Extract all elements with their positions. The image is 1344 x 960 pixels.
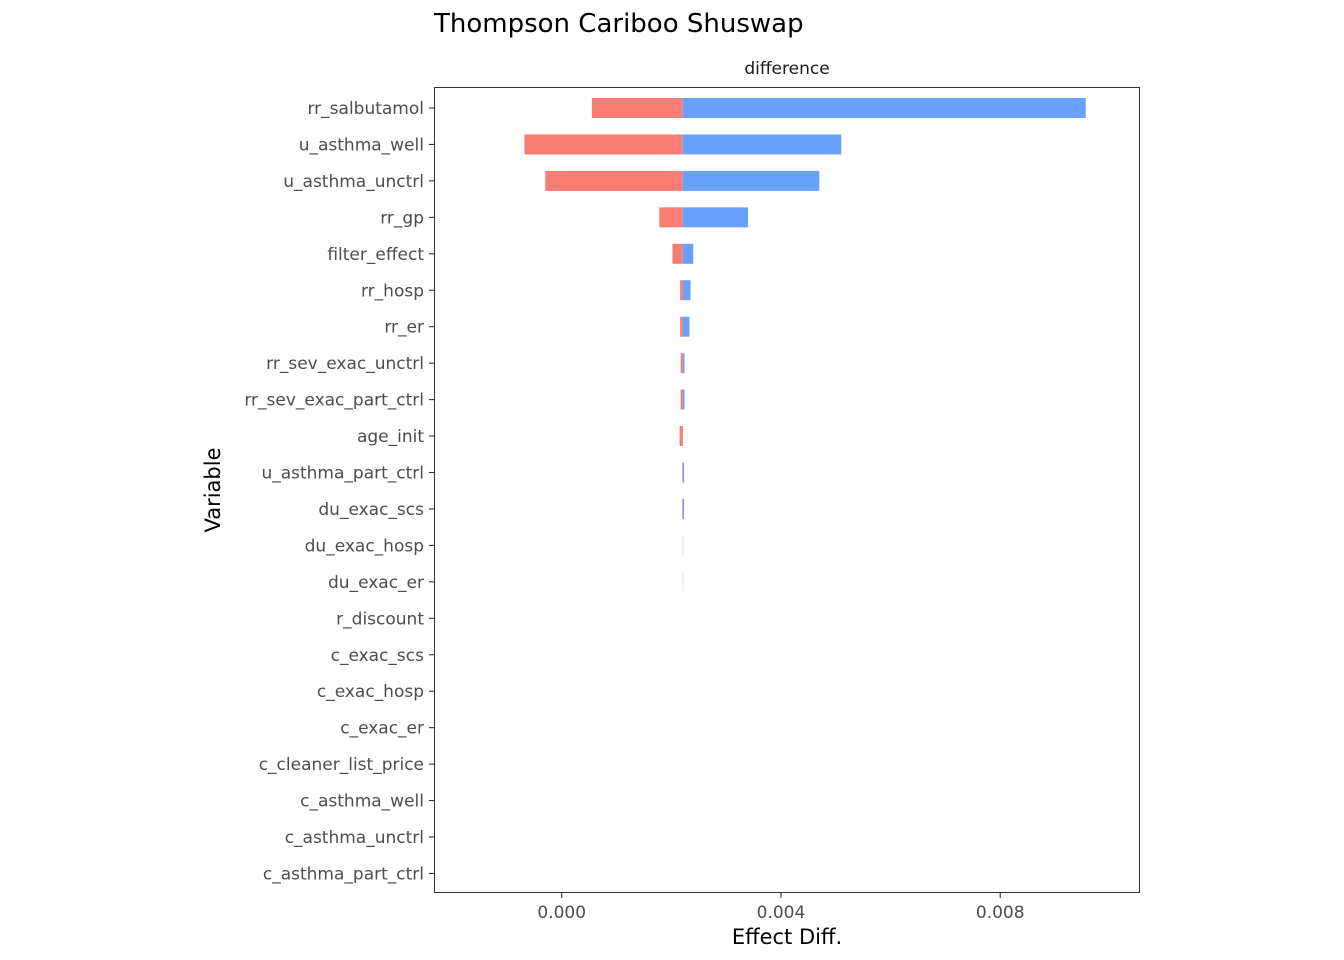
y-tick-label: c_asthma_well <box>300 792 424 812</box>
bar-marker-du_exac_hosp <box>682 535 684 556</box>
bar-low-rr_sev_exac_unctrl <box>680 353 683 374</box>
y-tick-label: du_exac_scs <box>318 500 424 520</box>
bar-high-u_asthma_part_ctrl <box>682 462 685 483</box>
y-tick-label: c_cleaner_list_price <box>259 755 424 775</box>
y-tick-label: rr_sev_exac_part_ctrl <box>244 391 424 411</box>
bar-low-filter_effect <box>672 243 683 264</box>
bars-layer <box>524 98 1086 592</box>
x-axis: 0.000 0.004 0.008 <box>537 893 1025 923</box>
y-tick-label: c_asthma_part_ctrl <box>263 864 424 884</box>
bar-high-u_asthma_unctrl <box>682 170 820 191</box>
y-tick-label: du_exac_hosp <box>305 536 424 556</box>
y-tick-label: c_asthma_unctrl <box>285 828 424 848</box>
y-tick-label: rr_gp <box>380 208 424 228</box>
y-tick-label: c_exac_er <box>340 719 424 739</box>
y-tick-label: rr_salbutamol <box>307 99 424 119</box>
y-tick-label: rr_er <box>384 318 424 338</box>
bar-low-rr_hosp <box>680 280 683 301</box>
y-tick-label: u_asthma_part_ctrl <box>261 464 424 484</box>
bar-low-rr_gp <box>659 207 683 228</box>
y-axis: rr_salbutamol u_asthma_well u_asthma_unctr… <box>244 99 434 884</box>
y-tick-label: r_discount <box>336 609 424 629</box>
bar-high-filter_effect <box>682 243 694 264</box>
bar-high-rr_gp <box>682 207 749 228</box>
y-tick-label: u_asthma_well <box>299 135 424 155</box>
bar-high-u_asthma_well <box>682 134 842 155</box>
bar-high-du_exac_scs <box>682 498 685 519</box>
y-tick-label: rr_sev_exac_unctrl <box>266 354 424 374</box>
y-tick-label: u_asthma_unctrl <box>283 172 424 192</box>
bar-low-u_asthma_unctrl <box>545 170 683 191</box>
bar-high-rr_er <box>682 316 690 337</box>
bar-high-rr_sev_exac_unctrl <box>682 353 685 374</box>
bar-low-rr_er <box>680 316 683 337</box>
facet-strip-label: difference <box>744 59 829 79</box>
panel-border <box>434 87 1140 893</box>
chart-title: Thompson Cariboo Shuswap <box>433 9 804 39</box>
y-tick-label: rr_hosp <box>361 281 424 301</box>
bar-low-rr_salbutamol <box>591 98 683 118</box>
y-tick-label: c_exac_scs <box>331 646 425 666</box>
x-tick-label: 0.008 <box>976 903 1025 923</box>
bar-marker-du_exac_er <box>682 571 684 592</box>
y-tick-label: du_exac_er <box>328 573 424 593</box>
y-tick-label: age_init <box>357 427 424 447</box>
y-tick-label: c_exac_hosp <box>317 682 424 702</box>
bar-low-rr_sev_exac_part_ctrl <box>680 389 683 410</box>
bar-low-u_asthma_well <box>524 134 683 155</box>
bar-low-age_init <box>679 426 683 447</box>
bar-high-rr_hosp <box>682 280 691 301</box>
x-axis-title: Effect Diff. <box>732 925 842 949</box>
x-tick-label: 0.000 <box>537 903 586 923</box>
y-axis-title: Variable <box>201 447 225 532</box>
bar-high-rr_sev_exac_part_ctrl <box>682 389 685 410</box>
bar-high-rr_salbutamol <box>682 98 1086 118</box>
y-tick-label: filter_effect <box>327 245 424 265</box>
x-tick-label: 0.004 <box>757 903 806 923</box>
